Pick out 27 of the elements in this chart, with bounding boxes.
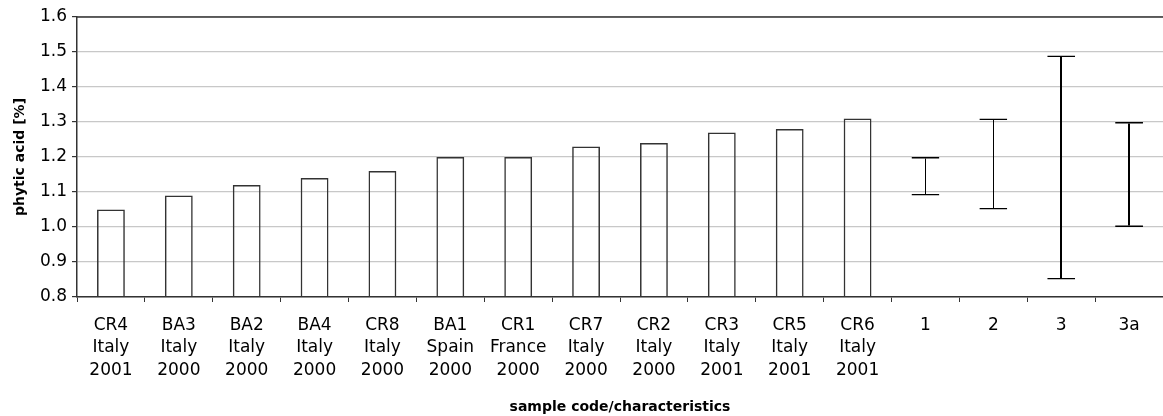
x-tick-label: BA4 Italy 2000 (292, 313, 337, 379)
x-tick-label: CR2 Italy 2000 (632, 313, 676, 379)
x-tick-label: BA3 Italy 2000 (157, 313, 201, 379)
y-tick-label: 0.8 (39, 285, 67, 306)
x-tick-label: CR6 Italy 2001 (835, 313, 880, 379)
x-tick-label: 3 (1055, 313, 1067, 334)
y-tick-label: 1.6 (39, 5, 67, 26)
y-tick-label: 1.4 (39, 75, 67, 96)
y-tick-label: 1.5 (39, 40, 67, 61)
x-tick-label: BA2 Italy 2000 (225, 313, 269, 379)
y-tick-label: 0.9 (39, 250, 67, 271)
y-tick-label: 1.1 (39, 180, 67, 201)
x-tick-label: CR8 Italy 2000 (360, 313, 405, 379)
x-tick-label: CR3 Italy 2001 (700, 313, 744, 379)
x-axis-title: sample code/characteristics (509, 398, 731, 415)
x-tick-label: 1 (920, 313, 931, 334)
x-tick-label: CR7 Italy 2000 (564, 313, 608, 379)
x-tick-label: CR5 Italy 2001 (768, 313, 812, 379)
y-tick-label: 1.2 (39, 145, 67, 166)
y-tick-label: 1.3 (39, 110, 67, 131)
x-tick-label: BA1 Spain 2000 (426, 313, 475, 379)
x-tick-label: 3a (1118, 313, 1140, 334)
y-axis-title: phytic acid [%] (11, 97, 28, 217)
x-tick-label: CR4 Italy 2001 (89, 313, 133, 379)
y-tick-label: 1.0 (39, 215, 67, 236)
x-tick-label: CR1 France 2000 (489, 313, 547, 379)
x-tick-label: 2 (987, 313, 999, 334)
